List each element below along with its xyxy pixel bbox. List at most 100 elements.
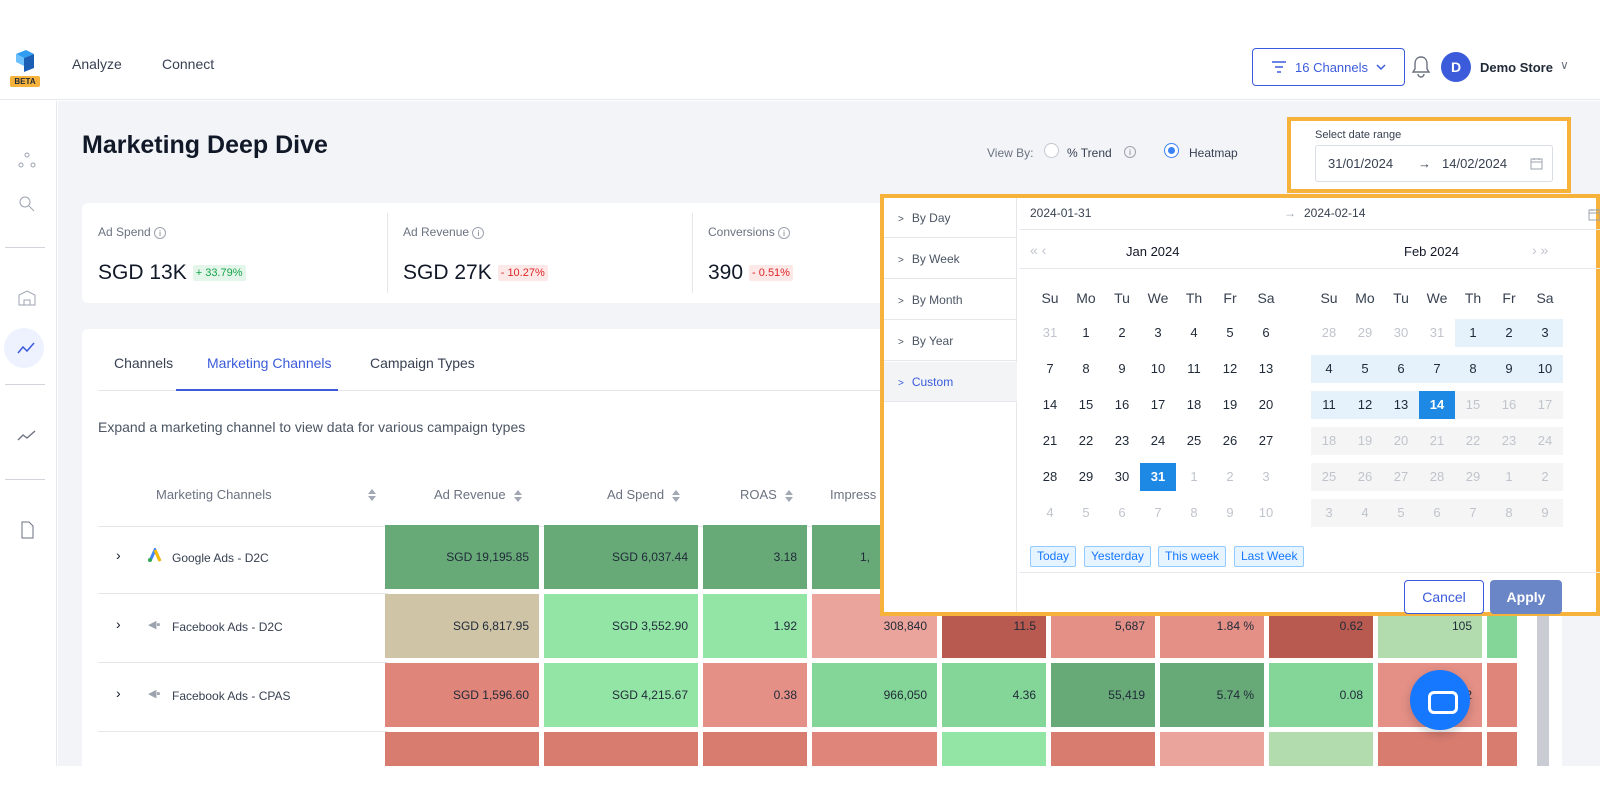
- info-icon[interactable]: i: [778, 226, 791, 239]
- store-name[interactable]: Demo Store: [1480, 60, 1553, 75]
- avatar[interactable]: D: [1441, 52, 1471, 82]
- quick-this-week[interactable]: This week: [1158, 546, 1227, 567]
- calendar-day[interactable]: 7: [1046, 361, 1054, 376]
- radio-heatmap[interactable]: [1164, 143, 1179, 158]
- calendar-day[interactable]: 25: [1186, 433, 1202, 448]
- calendar-day[interactable]: 30: [1393, 325, 1409, 340]
- calendar-day[interactable]: 14: [1419, 391, 1455, 419]
- calendar-day[interactable]: 9: [1118, 361, 1126, 376]
- calendar-day[interactable]: 9: [1226, 505, 1234, 520]
- search-analytics-icon[interactable]: [16, 194, 38, 212]
- calendar-day[interactable]: 6: [1118, 505, 1126, 520]
- nav-connect[interactable]: Connect: [162, 56, 215, 72]
- quick-today[interactable]: Today: [1030, 546, 1077, 567]
- chat-bubble-button[interactable]: [1410, 670, 1470, 730]
- calendar-day[interactable]: 7: [1154, 505, 1162, 520]
- sort-icon[interactable]: [368, 488, 376, 502]
- calendar-day[interactable]: 19: [1222, 397, 1238, 412]
- nav-analyze[interactable]: Analyze: [72, 56, 122, 72]
- calendar-day[interactable]: 3: [1527, 319, 1563, 347]
- preset-by-month[interactable]: > By Month: [884, 280, 1017, 320]
- calendar-day[interactable]: 30: [1114, 469, 1130, 484]
- col-ad-spend[interactable]: Ad Spend: [607, 487, 681, 503]
- calendar-day[interactable]: 8: [1082, 361, 1090, 376]
- sort-icon[interactable]: [513, 489, 522, 503]
- calendar-day[interactable]: 8: [1190, 505, 1198, 520]
- calendar-day[interactable]: 7: [1419, 355, 1455, 383]
- calendar-day[interactable]: 20: [1258, 397, 1274, 412]
- info-icon[interactable]: i: [472, 226, 485, 239]
- tab-campaign-types[interactable]: Campaign Types: [370, 355, 475, 371]
- col-roas[interactable]: ROAS: [740, 487, 793, 503]
- picker-end-input[interactable]: 2024-02-14: [1304, 206, 1366, 220]
- trend-line-icon[interactable]: [16, 427, 38, 445]
- calendar-day[interactable]: 2: [1491, 319, 1527, 347]
- calendar-day[interactable]: 15: [1078, 397, 1094, 412]
- calendar-day[interactable]: 1: [1082, 325, 1090, 340]
- document-icon[interactable]: [16, 521, 38, 539]
- marketing-analysis-icon[interactable]: [16, 339, 38, 357]
- calendar-day[interactable]: 6: [1262, 325, 1270, 340]
- tab-channels[interactable]: Channels: [114, 355, 174, 371]
- calendar-day[interactable]: 14: [1042, 397, 1058, 412]
- sort-icon[interactable]: [672, 489, 681, 503]
- calendar-day[interactable]: 4: [1046, 505, 1054, 520]
- calendar-day[interactable]: 24: [1150, 433, 1166, 448]
- preset-custom[interactable]: > Custom: [884, 362, 1017, 402]
- calendar-day[interactable]: 5: [1082, 505, 1090, 520]
- calendar-day[interactable]: 6: [1383, 355, 1419, 383]
- calendar-day[interactable]: 21: [1042, 433, 1058, 448]
- calendar-day[interactable]: 1: [1455, 319, 1491, 347]
- next-month-year-nav[interactable]: › »: [1532, 242, 1549, 258]
- calendar-day[interactable]: 12: [1222, 361, 1238, 376]
- calendar-day[interactable]: 16: [1114, 397, 1130, 412]
- calendar-day[interactable]: 13: [1383, 391, 1419, 419]
- date-range-input[interactable]: 31/01/2024 → 14/02/2024: [1315, 145, 1553, 182]
- calendar-day[interactable]: 9: [1491, 355, 1527, 383]
- nodes-icon[interactable]: [16, 151, 38, 169]
- preset-by-week[interactable]: > By Week: [884, 239, 1017, 279]
- calendar-day[interactable]: 18: [1186, 397, 1202, 412]
- calendar-day[interactable]: 8: [1455, 355, 1491, 383]
- prev-year-month-nav[interactable]: « ‹: [1030, 242, 1047, 258]
- calendar-day[interactable]: 22: [1078, 433, 1094, 448]
- preset-by-day[interactable]: > By Day: [884, 198, 1017, 238]
- calendar-day[interactable]: 2: [1226, 469, 1234, 484]
- calendar-day[interactable]: 29: [1357, 325, 1373, 340]
- calendar-day[interactable]: 11: [1187, 361, 1201, 376]
- store-chevron-down-icon[interactable]: ∨: [1560, 58, 1569, 72]
- calendar-day[interactable]: 26: [1222, 433, 1238, 448]
- calendar-day[interactable]: 2: [1118, 325, 1126, 340]
- calendar-day[interactable]: 13: [1258, 361, 1274, 376]
- calendar-day[interactable]: 23: [1114, 433, 1130, 448]
- expand-chevron-icon[interactable]: ›: [116, 616, 121, 632]
- radio-trend[interactable]: [1044, 143, 1059, 158]
- calendar-day[interactable]: 17: [1150, 397, 1166, 412]
- calendar-day[interactable]: 10: [1527, 355, 1563, 383]
- calendar-day[interactable]: 4: [1311, 355, 1347, 383]
- calendar-day[interactable]: 4: [1190, 325, 1198, 340]
- calendar-day[interactable]: 10: [1258, 505, 1274, 520]
- calendar-day[interactable]: 5: [1347, 355, 1383, 383]
- calendar-day[interactable]: 10: [1150, 361, 1166, 376]
- picker-start-input[interactable]: 2024-01-31: [1030, 206, 1092, 220]
- calendar-day[interactable]: 11: [1311, 391, 1347, 419]
- quick-yesterday[interactable]: Yesterday: [1084, 546, 1151, 567]
- sort-icon[interactable]: [784, 489, 793, 503]
- col-impressions[interactable]: Impress: [830, 487, 876, 502]
- col-marketing-channels[interactable]: Marketing Channels: [156, 487, 272, 502]
- calendar-day[interactable]: 3: [1154, 325, 1162, 340]
- calendar-day[interactable]: 12: [1347, 391, 1383, 419]
- channels-filter-button[interactable]: 16 Channels: [1252, 48, 1405, 86]
- preset-by-year[interactable]: > By Year: [884, 321, 1017, 361]
- calendar-day[interactable]: 5: [1226, 325, 1234, 340]
- calendar-day[interactable]: 29: [1078, 469, 1094, 484]
- calendar-day[interactable]: 27: [1258, 433, 1274, 448]
- expand-chevron-icon[interactable]: ›: [116, 547, 121, 563]
- info-icon[interactable]: i: [1124, 146, 1136, 158]
- app-logo[interactable]: BETA: [10, 48, 40, 88]
- tab-marketing-channels[interactable]: Marketing Channels: [207, 355, 332, 371]
- quick-last-week[interactable]: Last Week: [1234, 546, 1305, 567]
- info-icon[interactable]: i: [154, 226, 167, 239]
- expand-chevron-icon[interactable]: ›: [116, 685, 121, 701]
